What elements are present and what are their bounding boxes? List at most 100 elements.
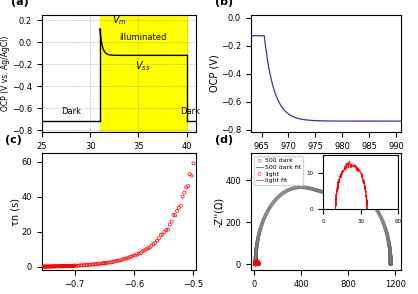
- light: [252, 262, 259, 267]
- 500 dark: [310, 187, 316, 192]
- 500 dark: [373, 207, 380, 211]
- 500 dark: [387, 261, 394, 265]
- light: [254, 259, 260, 264]
- 500 dark: [387, 262, 394, 266]
- 500 dark: [266, 205, 273, 210]
- 500 dark: [252, 261, 259, 266]
- 500 dark: [252, 262, 259, 266]
- light: [252, 262, 259, 266]
- light: [252, 262, 259, 267]
- 500 dark: [252, 262, 259, 266]
- 500 dark: [343, 188, 350, 193]
- light: [255, 262, 262, 266]
- 500 dark: [252, 262, 259, 266]
- 500 dark: [252, 262, 259, 267]
- light: [252, 262, 259, 267]
- 500 dark: [267, 204, 274, 208]
- 500 dark: [252, 262, 259, 267]
- light: [255, 262, 262, 266]
- light: [252, 261, 259, 266]
- 500 dark: [387, 262, 394, 266]
- light: [253, 260, 260, 264]
- 500 dark: [387, 251, 394, 255]
- light: [252, 262, 259, 267]
- light: [253, 259, 260, 264]
- light: [255, 262, 262, 266]
- 500 dark: [252, 262, 259, 266]
- light: [255, 261, 262, 265]
- light: [252, 262, 259, 267]
- light: [255, 262, 262, 266]
- 500 dark: [252, 262, 259, 266]
- light: [255, 261, 262, 266]
- 500 dark: [252, 261, 259, 266]
- 500 dark: [386, 245, 393, 249]
- 500 dark: [356, 191, 362, 196]
- 500 dark: [387, 253, 394, 258]
- 500 dark: [387, 255, 394, 260]
- 500 dark: [252, 261, 259, 265]
- Point: [161, 230, 168, 234]
- 500 dark: [252, 262, 259, 266]
- 500 dark: [385, 239, 392, 244]
- light: [252, 262, 259, 267]
- 500 dark: [261, 215, 268, 219]
- light: [255, 262, 262, 266]
- 500 dark: [252, 252, 259, 257]
- light: [252, 262, 259, 267]
- light: [255, 261, 262, 266]
- light: [252, 260, 259, 265]
- 500 dark: [252, 262, 259, 266]
- light: [255, 262, 262, 266]
- 500 dark: [252, 261, 259, 266]
- Point: [46, 264, 53, 269]
- light: [252, 262, 259, 267]
- light: [255, 262, 262, 266]
- light: [252, 262, 259, 267]
- light: [252, 262, 259, 267]
- light: [255, 262, 262, 266]
- light: [252, 262, 259, 267]
- 500 dark: [387, 259, 394, 264]
- 500 dark: [387, 259, 394, 264]
- 500 dark: [252, 262, 259, 266]
- 500 dark: [255, 235, 262, 240]
- 500 dark: [265, 208, 271, 213]
- light: [252, 262, 259, 266]
- 500 dark: [255, 234, 262, 239]
- Point: [112, 259, 119, 264]
- 500 dark: [312, 188, 319, 192]
- 500 dark: [272, 198, 279, 202]
- 500 dark: [294, 185, 301, 190]
- light: [252, 262, 259, 266]
- 500 dark: [252, 250, 259, 255]
- Point: [81, 263, 87, 268]
- 500 dark: [252, 259, 259, 264]
- Text: $V_m$: $V_m$: [112, 14, 127, 27]
- light: [252, 262, 259, 267]
- light: [252, 262, 259, 267]
- 500 dark: [253, 248, 260, 253]
- 500 dark: [252, 262, 259, 266]
- 500 dark: [252, 262, 259, 266]
- light: [252, 261, 259, 266]
- 500 dark: [252, 259, 259, 263]
- 500 dark: [387, 258, 394, 263]
- 500 dark: [252, 259, 259, 264]
- 500 dark: [260, 217, 267, 222]
- 500 dark: [252, 262, 259, 266]
- 500 dark: [387, 262, 394, 266]
- 500 dark: [257, 227, 264, 232]
- 500 dark: [377, 214, 384, 219]
- 500 dark: [387, 262, 394, 266]
- light: [255, 262, 262, 266]
- 500 dark: [254, 242, 260, 246]
- 500 dark: [252, 258, 259, 263]
- light: [252, 262, 259, 267]
- light: [252, 262, 259, 266]
- light: [252, 262, 259, 267]
- light: [255, 262, 262, 267]
- 500 dark: [387, 262, 394, 266]
- 500 dark: [253, 248, 260, 253]
- 500 dark: [376, 212, 382, 216]
